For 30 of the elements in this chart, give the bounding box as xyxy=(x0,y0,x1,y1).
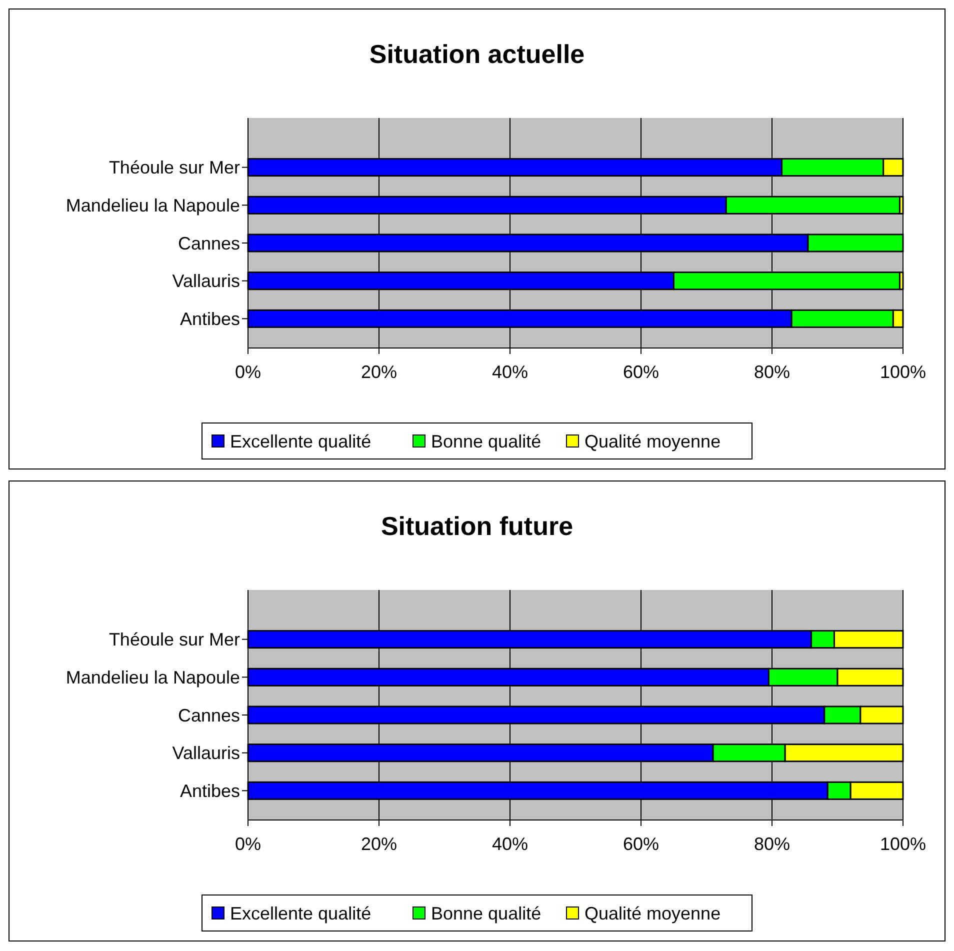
y-tick-label: Cannes xyxy=(178,705,240,726)
legend-label: Bonne qualité xyxy=(431,431,542,452)
legend-label: Bonne qualité xyxy=(431,903,542,924)
chart-title: Situation actuelle xyxy=(369,39,585,69)
y-tick-label: Vallauris xyxy=(172,743,240,764)
y-tick-label: Théoule sur Mer xyxy=(108,630,240,650)
y-tick-label: Théoule sur Mer xyxy=(108,158,240,178)
legend-label: Excellente qualité xyxy=(230,903,372,924)
x-tick-label: 40% xyxy=(492,834,528,854)
x-tick-label: 100% xyxy=(880,362,926,382)
x-tick-label: 20% xyxy=(360,834,398,854)
legend-label: Qualité moyenne xyxy=(584,903,721,924)
legend-label: Excellente qualité xyxy=(230,431,372,452)
y-tick-label: Antibes xyxy=(180,780,240,801)
x-tick-label: 80% xyxy=(754,362,790,382)
y-tick-label: Cannes xyxy=(178,233,240,254)
y-tick-label: Mandelieu la Napoule xyxy=(66,667,240,688)
y-tick-label: Vallauris xyxy=(172,271,240,292)
y-tick-label: Mandelieu la Napoule xyxy=(66,195,240,216)
x-tick-label: 100% xyxy=(880,834,926,854)
y-tick-label: Antibes xyxy=(180,308,240,329)
x-tick-label: 80% xyxy=(754,834,790,854)
x-tick-label: 0% xyxy=(234,834,262,854)
chart-title: Situation future xyxy=(380,511,574,541)
x-tick-label: 40% xyxy=(492,362,528,382)
x-tick-label: 20% xyxy=(360,362,398,382)
x-tick-label: 60% xyxy=(622,362,660,382)
legend-label: Qualité moyenne xyxy=(584,431,721,452)
x-tick-label: 60% xyxy=(622,834,660,854)
x-tick-label: 0% xyxy=(234,362,262,382)
